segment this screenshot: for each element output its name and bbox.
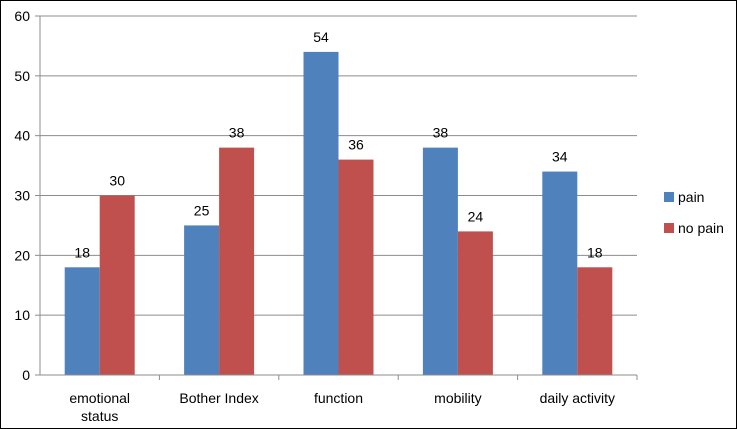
bar-pain	[542, 171, 578, 375]
x-category-label: function	[314, 390, 363, 406]
data-label: 25	[194, 202, 210, 218]
bar-no-pain	[99, 195, 135, 375]
data-labels: 18 30 25 38 54 36 38 24 34 18	[74, 29, 602, 260]
data-label: 54	[313, 29, 329, 45]
y-tick-label: 50	[14, 68, 30, 84]
data-label: 24	[468, 208, 484, 224]
data-label: 34	[552, 149, 568, 165]
bar-no-pain	[457, 231, 493, 375]
data-label: 18	[587, 244, 603, 260]
bar-no-pain	[338, 159, 374, 375]
data-label: 30	[109, 173, 125, 189]
y-tick-label: 60	[14, 8, 30, 24]
bar-pain	[184, 225, 220, 375]
data-label: 38	[229, 125, 245, 141]
x-category-label: Bother Index	[179, 390, 258, 406]
legend: pain no pain	[664, 189, 724, 236]
bar-pain	[303, 51, 339, 376]
data-label: 38	[433, 125, 449, 141]
data-label: 36	[348, 137, 364, 153]
bar-pain	[422, 147, 458, 375]
legend-swatch-pain	[664, 192, 674, 202]
y-tick-label: 20	[14, 247, 30, 263]
bar-no-pain	[219, 147, 255, 375]
y-tick-label: 10	[14, 307, 30, 323]
x-category-label: mobility	[434, 390, 481, 406]
y-tick-label: 40	[14, 128, 30, 144]
x-category-label: daily activity	[540, 390, 615, 406]
data-label: 18	[74, 244, 90, 260]
bar-pain	[64, 267, 100, 375]
y-tick-label: 30	[14, 188, 30, 204]
legend-label: no pain	[678, 220, 724, 236]
legend-swatch-no-pain	[664, 223, 674, 233]
legend-label: pain	[678, 189, 704, 205]
x-axis: emotional status Bother Index function mobil…	[40, 374, 638, 424]
y-axis: 0 10 20 30 40 50 60	[14, 8, 41, 383]
x-category-label: emotional	[69, 390, 130, 406]
bars	[64, 51, 613, 376]
x-category-label: status	[81, 408, 118, 424]
y-tick-label: 0	[22, 367, 30, 383]
bar-no-pain	[577, 267, 613, 375]
